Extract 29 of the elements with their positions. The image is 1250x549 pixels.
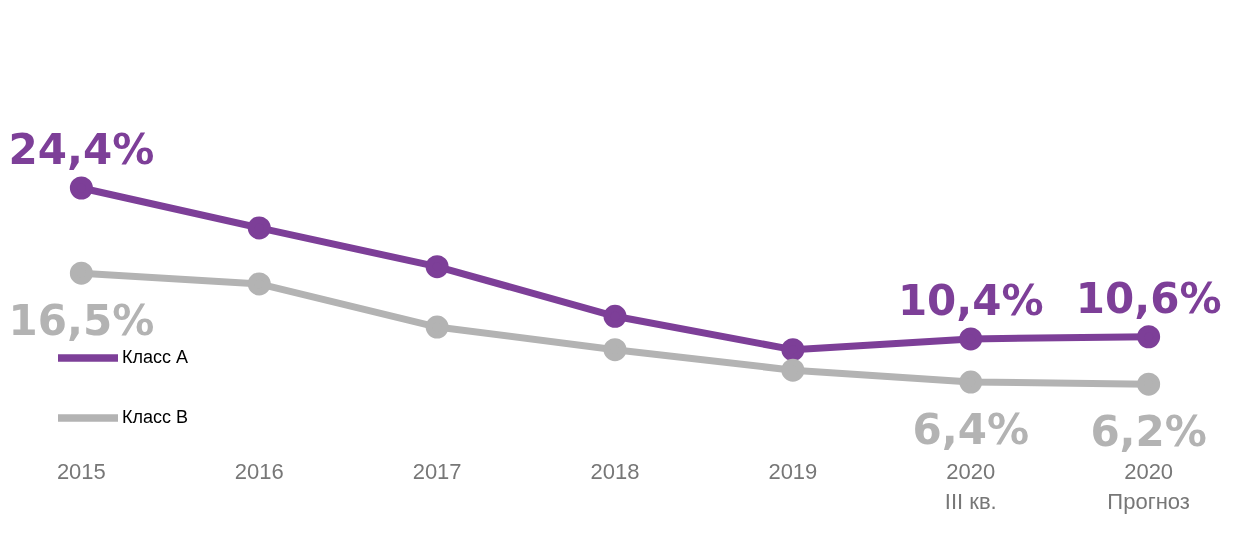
point (603, 338, 627, 362)
point (781, 358, 805, 382)
point (1137, 325, 1161, 349)
point (959, 327, 983, 351)
point (959, 370, 983, 394)
data-label: 6,4% (912, 405, 1029, 455)
data-label: 10,4% (897, 275, 1044, 325)
x-tick-label: 2020 III кв. (944, 459, 997, 514)
data-label: 16,5% (8, 296, 155, 346)
point (69, 261, 93, 285)
data-label: 6,2% (1090, 407, 1207, 457)
x-tick-label: 2015 (56, 459, 106, 484)
point (425, 315, 449, 339)
point (781, 338, 805, 362)
x-tick-label: 2019 (768, 459, 818, 484)
point (1137, 372, 1161, 396)
data-label: 10,6% (1075, 273, 1222, 323)
point (69, 176, 93, 200)
legend-label: Класс В (122, 406, 189, 427)
point (425, 255, 449, 279)
point (247, 272, 271, 296)
x-tick-label: 2016 (234, 459, 284, 484)
x-tick-label: 2020 Прогноз (1107, 459, 1190, 514)
point (247, 216, 271, 240)
data-label: 24,4% (8, 125, 155, 174)
x-tick-label: 2018 (590, 459, 640, 484)
x-tick-label: 2017 (412, 459, 462, 484)
point (603, 304, 627, 328)
legend-label: Класс А (122, 346, 189, 367)
